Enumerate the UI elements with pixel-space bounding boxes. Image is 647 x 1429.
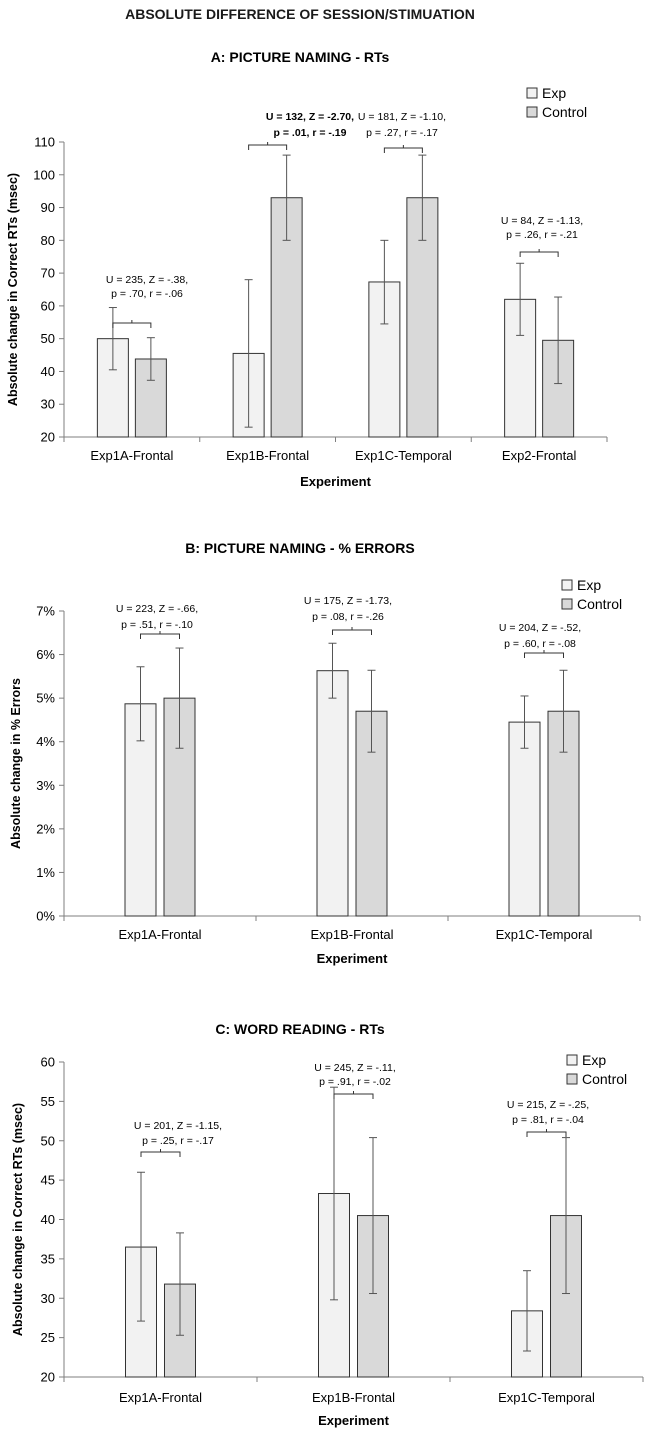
stat-annotation: U = 132, Z = -2.70, — [266, 111, 354, 123]
stat-annotation: p = .01, r = -.19 — [274, 127, 347, 139]
stat-annotation: p = .51, r = -.10 — [121, 619, 193, 631]
stat-annotation: U = 175, Z = -1.73, — [304, 595, 392, 607]
stat-annotation: p = .25, r = -.17 — [142, 1135, 214, 1147]
legend-label-control: Control — [542, 104, 587, 120]
stat-annotation: p = .26, r = -.21 — [506, 229, 578, 241]
stat-annotation: U = 223, Z = -.66, — [116, 603, 198, 615]
legend-swatch-exp — [526, 87, 538, 99]
chart-title: B: PICTURE NAMING - % ERRORS — [185, 540, 414, 556]
chart-picture-naming-errors: B: PICTURE NAMING - % ERRORS 0% 1% 2% 3% 4% 5%… — [9, 540, 641, 966]
legend-label-control: Control — [577, 596, 622, 612]
stat-annotation: p = .91, r = -.02 — [319, 1076, 391, 1088]
significance-bracket — [248, 142, 288, 150]
significance-bracket — [140, 1149, 181, 1157]
y-tick-label: 7% — [36, 604, 55, 619]
significance-bracket — [332, 627, 372, 635]
y-tick-label: 60 — [41, 298, 55, 313]
legend-label-exp: Exp — [577, 577, 601, 593]
stat-annotation: U = 181, Z = -1.10, — [358, 111, 446, 123]
significance-bracket — [140, 631, 180, 639]
y-tick-label: 3% — [36, 778, 55, 793]
y-tick-label: 40 — [41, 364, 55, 379]
stat-annotation: U = 245, Z = -.11, — [314, 1062, 396, 1074]
y-tick-label: 30 — [41, 1291, 55, 1306]
y-tick-label: 70 — [41, 266, 55, 281]
stat-annotation: U = 235, Z = -.38, — [106, 274, 188, 286]
significance-bracket — [333, 1091, 374, 1099]
x-axis-label: Experiment — [300, 474, 371, 489]
x-tick-label: Exp1A-Frontal — [118, 927, 201, 942]
stat-annotation: U = 201, Z = -1.15, — [134, 1120, 222, 1132]
x-axis-label: Experiment — [317, 951, 388, 966]
y-tick-label: 100 — [33, 167, 55, 182]
y-tick-label: 5% — [36, 691, 55, 706]
stat-annotation: U = 215, Z = -.25, — [507, 1099, 589, 1111]
significance-bracket — [112, 320, 152, 328]
y-tick-label: 50 — [41, 331, 55, 346]
y-tick-label: 45 — [41, 1173, 55, 1188]
y-tick-label: 25 — [41, 1330, 55, 1345]
legend-label-control: Control — [582, 1071, 627, 1087]
legend-swatch-control — [561, 598, 573, 610]
x-axis-label: Experiment — [318, 1413, 389, 1428]
y-axis-label: Absolute change in Correct RTs (msec) — [6, 173, 20, 406]
y-tick-label: 30 — [41, 397, 55, 412]
y-tick-label: 110 — [34, 135, 55, 150]
y-tick-label: 20 — [41, 430, 55, 445]
legend-swatch-control — [566, 1073, 578, 1085]
stat-annotation: p = .70, r = -.06 — [111, 288, 183, 300]
y-tick-label: 1% — [36, 865, 55, 880]
legend-swatch-exp — [561, 579, 573, 591]
y-tick-label: 40 — [41, 1212, 55, 1227]
chart-word-reading-rts: C: WORD READING - RTs 20 25 30 35 40 45 50 55 60 E… — [11, 1021, 644, 1428]
significance-bracket — [524, 650, 564, 658]
y-tick-label: 20 — [41, 1370, 55, 1385]
y-tick-label: 55 — [41, 1094, 55, 1109]
stat-annotation: U = 84, Z = -1.13, — [501, 215, 583, 227]
x-tick-label: Exp1B-Frontal — [312, 1390, 395, 1405]
legend-label-exp: Exp — [582, 1052, 606, 1068]
x-tick-label: Exp1A-Frontal — [119, 1390, 202, 1405]
stat-annotation: p = .81, r = -.04 — [512, 1114, 584, 1126]
y-tick-label: 0% — [36, 909, 55, 924]
legend-swatch-exp — [566, 1054, 578, 1066]
y-axis-label: Absolute change in % Errors — [9, 678, 23, 849]
y-tick-label: 6% — [36, 647, 55, 662]
page-title: ABSOLUTE DIFFERENCE OF SESSION/STIMUATIO… — [125, 6, 475, 22]
significance-bracket — [519, 249, 559, 257]
y-tick-label: 35 — [41, 1251, 55, 1266]
y-tick-label: 2% — [36, 821, 55, 836]
chart-title: C: WORD READING - RTs — [215, 1021, 384, 1037]
x-tick-label: Exp1C-Temporal — [498, 1390, 595, 1405]
legend-label-exp: Exp — [542, 85, 566, 101]
y-tick-label: 50 — [41, 1133, 55, 1148]
bar-exp — [316, 670, 349, 917]
legend-swatch-control — [526, 106, 538, 118]
y-tick-label: 4% — [36, 734, 55, 749]
significance-bracket — [526, 1129, 567, 1137]
significance-bracket — [383, 145, 423, 153]
x-tick-label: Exp1B-Frontal — [310, 927, 393, 942]
chart-picture-naming-rts: A: PICTURE NAMING - RTs 20 30 40 50 60 70 80 90 1… — [6, 49, 608, 489]
bar-exp — [508, 721, 541, 917]
y-tick-label: 90 — [41, 200, 55, 215]
x-tick-label: Exp1C-Temporal — [355, 448, 452, 463]
chart-title: A: PICTURE NAMING - RTs — [211, 49, 390, 65]
y-tick-label: 60 — [41, 1055, 55, 1070]
stat-annotation: U = 204, Z = -.52, — [499, 622, 581, 634]
stat-annotation: p = .27, r = -.17 — [366, 127, 438, 139]
stat-annotation: p = .08, r = -.26 — [312, 611, 384, 623]
x-tick-label: Exp2-Frontal — [502, 448, 577, 463]
y-axis-label: Absolute change in Correct RTs (msec) — [11, 1103, 25, 1336]
x-tick-label: Exp1B-Frontal — [226, 448, 309, 463]
x-tick-label: Exp1C-Temporal — [496, 927, 593, 942]
x-tick-label: Exp1A-Frontal — [90, 448, 173, 463]
stat-annotation: p = .60, r = -.08 — [504, 638, 576, 650]
y-tick-label: 80 — [41, 233, 55, 248]
